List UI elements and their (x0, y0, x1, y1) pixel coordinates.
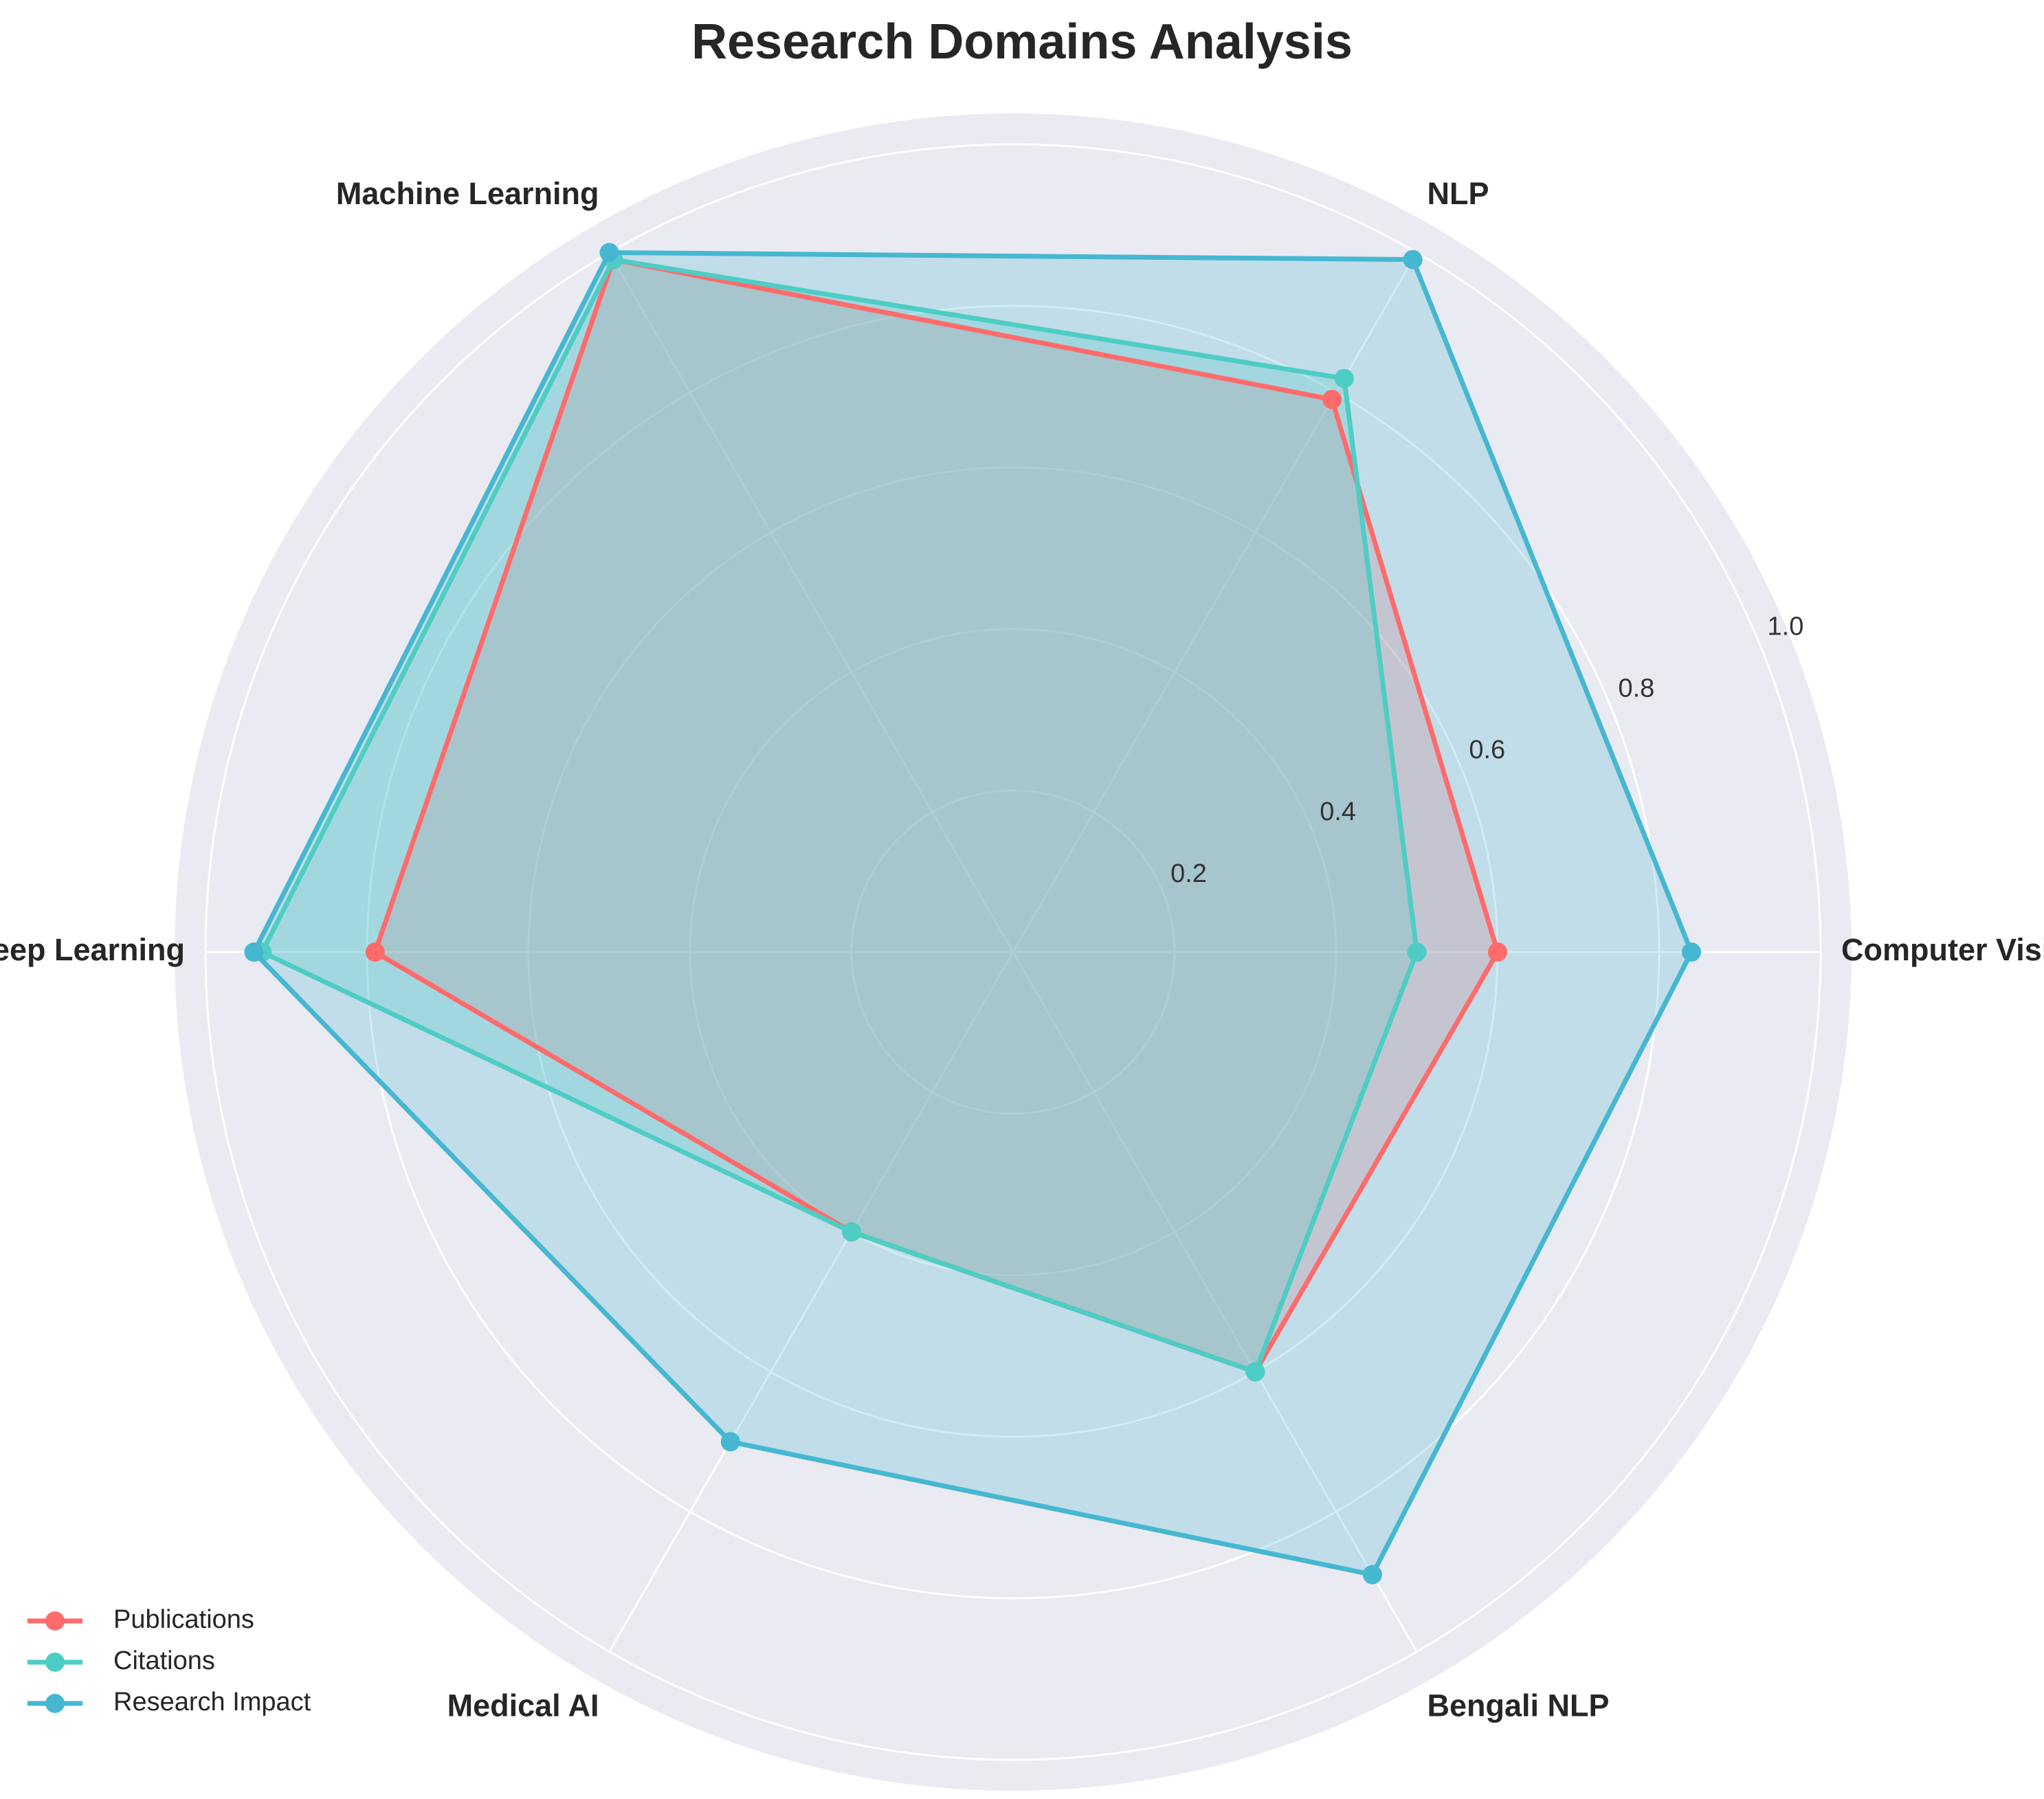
radial-tick-labels: 0.2 0.4 0.6 0.8 1.0 (1170, 612, 1803, 888)
legend-label: Publications (113, 1605, 254, 1634)
legend-item-2: Research Impact (27, 1688, 311, 1717)
grid-spoke-2 (608, 252, 1014, 953)
category-label: Medical AI (447, 1688, 599, 1723)
data-point-1-4 (842, 1222, 861, 1242)
radial-tick-label: 1.0 (1768, 612, 1804, 641)
grid-spoke-1 (1012, 252, 1418, 953)
category-label: Computer Vision (1841, 932, 2044, 967)
grid-spokes (205, 252, 1821, 1653)
radial-tick-label: 0.4 (1320, 797, 1356, 826)
series-fills (254, 252, 1691, 1575)
data-point-1-5 (1245, 1362, 1265, 1382)
series-fill-2 (254, 252, 1691, 1575)
radial-tick-label: 0.8 (1618, 674, 1654, 703)
legend: Publications Citations Research Impact (27, 1605, 311, 1717)
chart-title: Research Domains Analysis (691, 14, 1353, 69)
radial-tick-label: 0.6 (1469, 736, 1505, 764)
category-label: Bengali NLP (1428, 1688, 1610, 1723)
radial-tick-label: 0.2 (1170, 859, 1207, 888)
series-2 (244, 243, 1701, 1585)
data-point-2-1 (1403, 250, 1423, 269)
series-fill-1 (262, 259, 1417, 1372)
category-label: Deep Learning (0, 932, 185, 967)
category-labels: Computer Vision NLP Machine Learning Deep L… (0, 176, 2044, 1723)
data-point-2-4 (720, 1432, 740, 1452)
grid-spoke-5 (1012, 951, 1418, 1653)
legend-item-1: Citations (27, 1646, 215, 1675)
data-point-1-0 (1407, 942, 1427, 962)
data-point-2-3 (244, 942, 264, 962)
grid-spoke-4 (608, 951, 1014, 1653)
data-point-0-1 (1322, 390, 1342, 410)
data-point-0-0 (1488, 942, 1507, 962)
legend-marker (45, 1653, 65, 1672)
data-point-2-0 (1682, 942, 1701, 962)
data-point-1-1 (1334, 368, 1354, 388)
data-point-2-2 (599, 243, 619, 263)
legend-marker (45, 1611, 65, 1631)
legend-item-0: Publications (27, 1605, 254, 1634)
series-fill-0 (375, 259, 1498, 1372)
legend-label: Research Impact (113, 1688, 311, 1717)
data-point-0-3 (365, 942, 385, 962)
legend-label: Citations (113, 1646, 215, 1675)
category-label: Machine Learning (336, 176, 599, 211)
legend-marker (45, 1694, 65, 1713)
data-point-2-5 (1362, 1565, 1382, 1585)
category-label: NLP (1428, 176, 1489, 211)
